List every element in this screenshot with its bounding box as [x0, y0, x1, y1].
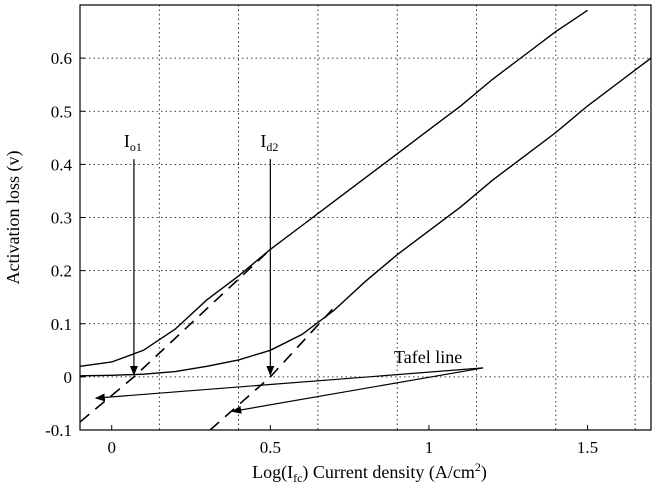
y-tick-label: 0.2 — [51, 262, 72, 281]
annotation-label-i01: Io1 — [124, 131, 142, 154]
activation-loss-curve-2 — [80, 57, 651, 377]
series-group — [80, 9, 651, 430]
tafel-dashed-line-3 — [80, 248, 271, 423]
grid — [79, 4, 651, 431]
x-tick-label: 0.5 — [260, 438, 281, 457]
y-tick-label: 0.1 — [51, 315, 72, 334]
tafel-arrow-1 — [94, 367, 484, 402]
x-tick-label: 1.5 — [577, 438, 598, 457]
y-axis-label: Activation loss (v) — [3, 151, 24, 285]
tafel-arrow-2 — [231, 367, 484, 414]
x-axis-label: Log(Ifc) Current density (A/cm2) — [252, 460, 487, 485]
y-tick-label: 0 — [64, 368, 73, 387]
y-tick-label: 0.5 — [51, 102, 72, 121]
x-tick-label: 0 — [107, 438, 116, 457]
y-tick-label: -0.1 — [45, 421, 72, 440]
x-tick-label: 1 — [425, 438, 434, 457]
tick-labels: 0 0.5 1 1.5 -0.1 0 0.1 0.2 0.3 0.4 0.5 0.6 — [45, 49, 598, 457]
activation-loss-curve-1 — [80, 9, 588, 367]
annotation-label-id2: Id2 — [260, 131, 278, 154]
annotations: Io1 Id2 Tafel line — [94, 131, 484, 414]
tafel-line-label: Tafel line — [394, 347, 462, 367]
y-tick-label: 0.4 — [51, 155, 73, 174]
tafel-dashed-line-4 — [209, 307, 335, 430]
y-tick-label: 0.6 — [51, 49, 72, 68]
y-tick-label: 0.3 — [51, 209, 72, 228]
